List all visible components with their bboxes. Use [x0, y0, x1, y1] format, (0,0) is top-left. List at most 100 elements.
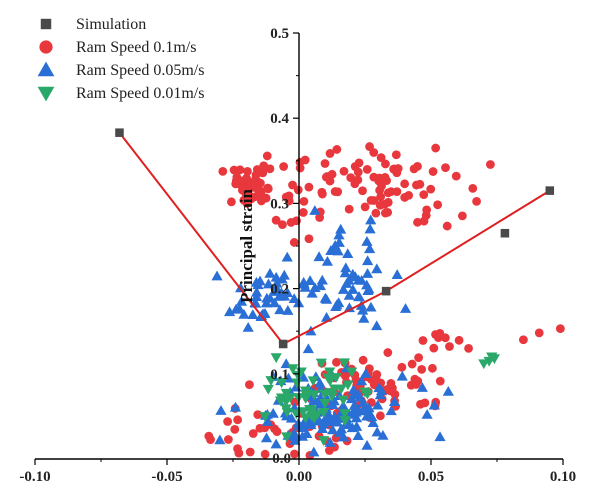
ram-speed-0-05m-s-point	[339, 267, 351, 278]
ram-speed-0-1m-s-point	[414, 353, 424, 363]
ram-speed-0-1m-s-point	[350, 179, 360, 189]
ram-speed-0-05m-s-point	[316, 274, 328, 285]
y-zero-label: 0.0	[272, 451, 291, 467]
ram-speed-0-01m-s-point	[307, 376, 319, 387]
ram-speed-0-1m-s-point	[265, 164, 275, 174]
ram-speed-0-1m-s-point	[374, 173, 384, 183]
ram-speed-0-1m-s-point	[255, 423, 265, 433]
ram-speed-0-05m-s-point	[282, 305, 294, 315]
ram-speed-0-05m-s-point	[364, 243, 376, 254]
ram-speed-0-05m-s-point	[211, 270, 223, 281]
ram-speed-0-05m-s-point	[365, 301, 377, 312]
ram-speed-0-01m-s-point	[275, 378, 288, 389]
ram-speed-0-1m-s-point	[278, 220, 287, 230]
ram-speed-0-05m-s-point	[385, 405, 397, 416]
ram-speed-0-05m-s-point	[299, 281, 311, 292]
ram-speed-0-1m-s-point	[418, 336, 428, 345]
ram-speed-0-01m-s-point	[361, 389, 374, 400]
ram-speed-0-1m-s-point	[376, 192, 386, 202]
ram-speed-0-1m-s-point	[360, 202, 370, 212]
x-tick-label: 0.00	[286, 469, 312, 485]
ram-speed-0-05m-s-point	[377, 430, 389, 440]
ram-speed-0-01m-s-point	[339, 416, 351, 426]
points-layer	[204, 142, 565, 460]
ram-speed-0-1m-s-point	[377, 181, 386, 191]
ram-speed-0-1m-s-point	[249, 192, 259, 202]
ram-speed-0-1m-s-point	[353, 167, 363, 177]
ram-speed-0-1m-s-point	[369, 196, 379, 205]
ram-speed-0-1m-s-point	[290, 449, 299, 459]
ram-speed-0-05m-s-point	[335, 423, 347, 434]
ram-speed-0-05m-s-point	[337, 431, 350, 442]
ram-speed-0-1m-s-point	[332, 357, 341, 367]
ram-speed-0-05m-s-point	[342, 248, 354, 259]
ram-speed-0-05m-s-point	[271, 277, 283, 288]
ram-speed-0-01m-s-point	[315, 358, 327, 369]
ram-speed-0-05m-s-point	[388, 396, 401, 407]
legend-marker-square	[40, 18, 52, 30]
ram-speed-0-1m-s-point	[391, 150, 401, 160]
ram-speed-0-1m-s-point	[417, 365, 427, 374]
ram-speed-0-1m-s-point	[245, 447, 255, 457]
ram-speed-0-05m-s-point	[302, 343, 314, 354]
simulation-line-layer	[115, 128, 555, 349]
x-tick-label: 0.10	[550, 469, 576, 485]
ram-speed-0-05m-s-point	[349, 402, 361, 413]
x-tick-label: -0.10	[19, 469, 50, 485]
ram-speed-0-1m-s-point	[415, 179, 425, 189]
ram-speed-0-05m-s-point	[260, 297, 273, 308]
ram-speed-0-05m-s-point	[250, 291, 263, 302]
ram-speed-0-01m-s-point	[300, 394, 312, 404]
ram-speed-0-05m-s-point	[362, 285, 374, 296]
y-tick-label: 0.5	[270, 26, 289, 42]
simulation-point	[381, 286, 391, 296]
ram-speed-0-05m-s-point	[267, 407, 279, 418]
ram-speed-0-1m-s-point	[381, 159, 390, 169]
ram-speed-0-1m-s-point	[320, 159, 330, 168]
ram-speed-0-05m-s-point	[349, 271, 361, 282]
ram-speed-0-1m-s-point	[242, 198, 252, 208]
ram-speed-0-1m-s-point	[486, 160, 495, 169]
ram-speed-0-05m-s-point	[343, 289, 355, 300]
ram-speed-0-05m-s-point	[238, 308, 250, 319]
y-tick-label: 0.2	[270, 282, 289, 298]
ram-speed-0-1m-s-point	[380, 199, 390, 209]
ram-speed-0-1m-s-point	[451, 171, 461, 181]
ram-speed-0-05m-s-point	[351, 421, 363, 431]
ram-speed-0-1m-s-point	[230, 424, 240, 434]
ram-speed-0-05m-s-point	[242, 321, 254, 332]
ram-speed-0-05m-s-point	[314, 377, 326, 388]
ram-speed-0-05m-s-point	[357, 304, 369, 315]
ram-speed-0-05m-s-point	[235, 296, 248, 306]
ram-speed-0-1m-s-point	[457, 211, 467, 221]
ram-speed-0-05m-s-point	[434, 431, 446, 442]
ram-speed-0-1m-s-point	[397, 362, 407, 372]
ram-speed-0-1m-s-point	[223, 417, 232, 426]
ram-speed-0-1m-s-point	[289, 238, 299, 247]
ram-speed-0-05m-s-point	[352, 430, 364, 441]
legend-label: Ram Speed 0.05m/s	[76, 62, 204, 79]
ram-speed-0-1m-s-point	[376, 153, 386, 162]
ram-speed-0-05m-s-point	[274, 304, 286, 315]
x-tick-label: 0.05	[418, 469, 444, 485]
ram-speed-0-1m-s-point	[218, 167, 228, 176]
ram-speed-0-05m-s-point	[288, 293, 300, 304]
ram-speed-0-1m-s-point	[263, 184, 273, 194]
ram-speed-0-05m-s-point	[314, 398, 326, 409]
legend-marker-circle	[39, 40, 53, 54]
ram-speed-0-05m-s-point	[309, 282, 321, 293]
ram-speed-0-1m-s-point	[435, 328, 445, 338]
ram-speed-0-1m-s-point	[223, 435, 233, 444]
ram-speed-0-1m-s-point	[245, 380, 254, 389]
ram-speed-0-05m-s-point	[371, 320, 383, 331]
ram-speed-0-1m-s-point	[422, 205, 432, 215]
ram-speed-0-05m-s-point	[275, 288, 287, 299]
ram-speed-0-1m-s-point	[383, 188, 393, 198]
ram-speed-0-05m-s-point	[324, 437, 336, 447]
ram-speed-0-1m-s-point	[295, 163, 305, 173]
ram-speed-0-01m-s-point	[486, 352, 498, 363]
y-tick-label: 0.1	[270, 367, 289, 383]
ram-speed-0-1m-s-point	[304, 182, 314, 192]
ram-speed-0-1m-s-point	[372, 370, 382, 379]
